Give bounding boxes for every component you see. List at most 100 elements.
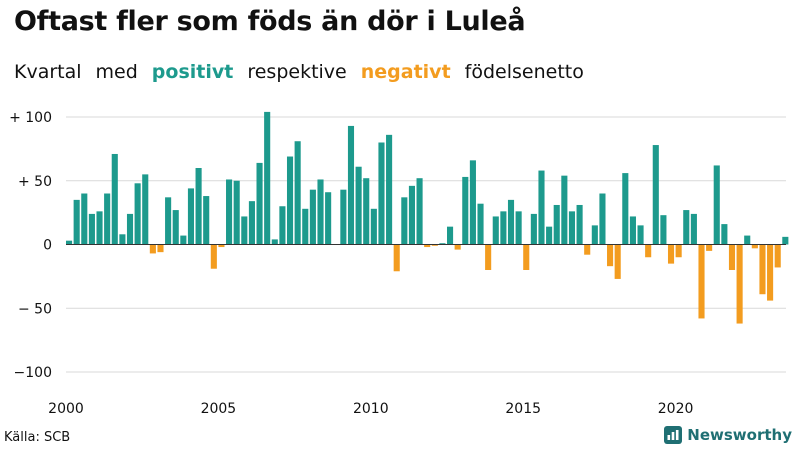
- bar: [759, 244, 766, 295]
- bar: [172, 210, 179, 245]
- bar: [607, 244, 614, 267]
- bar: [416, 178, 423, 245]
- newsworthy-logo-icon: [664, 426, 683, 444]
- bar: [134, 183, 141, 245]
- bar: [767, 244, 774, 301]
- bar: [507, 199, 515, 245]
- bar: [66, 240, 73, 245]
- bar: [751, 244, 758, 249]
- bar: [744, 235, 751, 245]
- bar: [180, 235, 187, 245]
- bar: [447, 226, 454, 245]
- subtitle-word: Kvartal: [14, 61, 82, 83]
- subtitle-positive-label: positivt: [151, 61, 234, 83]
- bar: [568, 211, 576, 245]
- chart-title: Oftast fler som föds än dör i Luleå: [14, 6, 526, 37]
- bar: [401, 197, 408, 245]
- bar: [317, 179, 324, 245]
- bar: [370, 208, 377, 245]
- bar: [782, 236, 789, 245]
- bar: [157, 244, 164, 253]
- bar: [667, 244, 675, 264]
- bar: [347, 125, 355, 245]
- bar: [111, 153, 118, 245]
- bar: [355, 166, 362, 245]
- bar: [233, 180, 240, 245]
- bar: [553, 204, 560, 245]
- bar: [424, 244, 431, 248]
- bar: [492, 216, 499, 245]
- bar: [256, 162, 263, 245]
- bar: [81, 193, 88, 245]
- chart-subtitle: Kvartal med positivt respektive negativt föde…: [14, 61, 598, 83]
- brand-name: Newsworthy: [687, 426, 792, 444]
- x-tick-label: 2000: [48, 401, 84, 417]
- bar: [469, 160, 476, 245]
- bar: [614, 244, 621, 279]
- bar: [96, 211, 103, 245]
- bar: [187, 188, 195, 245]
- bar: [279, 206, 286, 245]
- bar: [378, 142, 385, 245]
- bar: [690, 213, 697, 245]
- subtitle-word: med: [95, 61, 138, 83]
- bar: [439, 243, 446, 245]
- bar: [591, 225, 598, 245]
- bar: [386, 134, 393, 245]
- bar: [119, 234, 126, 245]
- bar: [652, 145, 659, 245]
- source-label: Källa: SCB: [4, 430, 71, 445]
- subtitle-negative-label: negativt: [360, 61, 451, 83]
- bar: [523, 244, 530, 270]
- x-tick-label: 2005: [201, 401, 237, 417]
- bar: [736, 244, 743, 324]
- bar: [454, 244, 461, 250]
- bar: [462, 176, 469, 245]
- bar: [515, 211, 522, 245]
- bar: [126, 213, 134, 245]
- bar: [477, 203, 484, 245]
- brand: Newsworthy: [664, 426, 792, 444]
- bar: [363, 178, 370, 245]
- bar: [195, 168, 202, 245]
- bar: [500, 211, 507, 245]
- bar: [271, 239, 278, 245]
- bar: [637, 225, 644, 245]
- y-tick-label: + 50: [18, 174, 52, 190]
- bar: [698, 244, 705, 319]
- bar: [660, 215, 667, 245]
- bar: [210, 244, 217, 269]
- bar: [309, 189, 316, 245]
- bar: [149, 244, 156, 254]
- bar: [408, 185, 415, 245]
- bar: [728, 244, 736, 270]
- bar: [706, 244, 713, 251]
- bar: [142, 174, 149, 245]
- bar: [584, 244, 591, 255]
- bar: [683, 210, 690, 245]
- bar-chart: + 100 + 50 0 − 50 −100 2000 2005 2010 2015 2020: [9, 110, 789, 417]
- bar: [576, 204, 583, 245]
- bar: [294, 141, 301, 245]
- bar: [165, 197, 172, 245]
- bar: [599, 193, 606, 245]
- bar: [622, 173, 629, 245]
- bar: [629, 216, 636, 245]
- bar: [713, 165, 720, 245]
- bar: [104, 193, 111, 245]
- bar: [218, 244, 225, 248]
- bar: [302, 208, 309, 245]
- bar: [645, 244, 652, 258]
- bar: [721, 224, 728, 245]
- y-tick-label: 0: [43, 238, 52, 254]
- subtitle-word: födelsenetto: [464, 61, 584, 83]
- bar: [774, 244, 781, 268]
- bar: [203, 196, 210, 245]
- x-tick-label: 2015: [505, 401, 541, 417]
- bar: [431, 244, 438, 246]
- bar: [73, 199, 80, 245]
- bar: [530, 213, 537, 245]
- bar: [538, 170, 545, 245]
- bar: [241, 216, 248, 245]
- bar: [88, 213, 95, 245]
